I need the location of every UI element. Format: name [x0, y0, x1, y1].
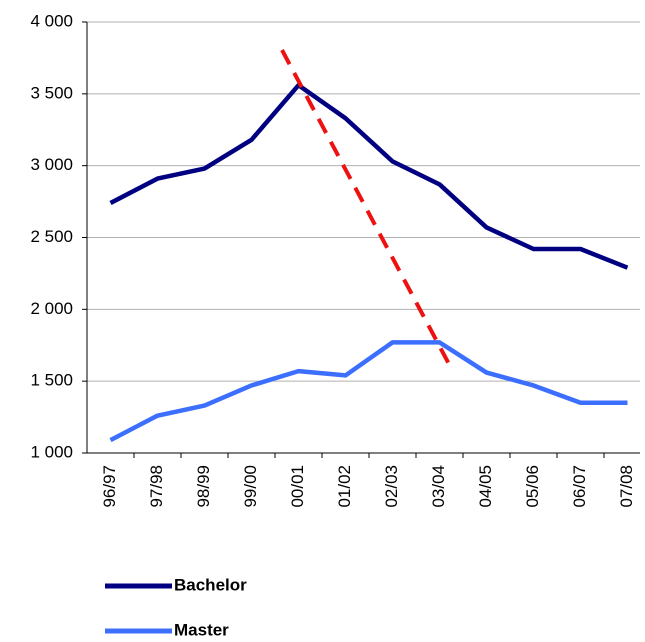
y-tick-label: 1 000: [30, 442, 73, 461]
legend-label: Bachelor: [174, 575, 247, 594]
series-line: [109, 82, 629, 270]
x-tick-label: 07/08: [617, 465, 636, 508]
x-tick-label: 05/06: [523, 465, 542, 508]
x-tick-label: 02/03: [382, 465, 401, 508]
x-tick-label: 04/05: [476, 465, 495, 508]
x-tick-label: 01/02: [335, 465, 354, 508]
y-tick-label: 2 500: [30, 227, 73, 246]
y-tick-label: 2 000: [30, 299, 73, 318]
x-tick-label: 00/01: [288, 465, 307, 508]
x-tick-label: 96/97: [100, 465, 119, 508]
x-tick-label: 98/99: [194, 465, 213, 508]
x-tick-label: 06/07: [570, 465, 589, 508]
x-tick-label: 03/04: [429, 465, 448, 508]
series-line: [109, 340, 628, 443]
y-tick-label: 1 500: [30, 371, 73, 390]
y-tick-label: 4 000: [30, 11, 73, 30]
legend-label: Master: [174, 620, 229, 639]
x-tick-label: 99/00: [241, 465, 260, 508]
trend-annotation: [280, 49, 452, 367]
x-tick-label: 97/98: [147, 465, 166, 508]
y-tick-label: 3 500: [30, 83, 73, 102]
y-tick-label: 3 000: [30, 155, 73, 174]
